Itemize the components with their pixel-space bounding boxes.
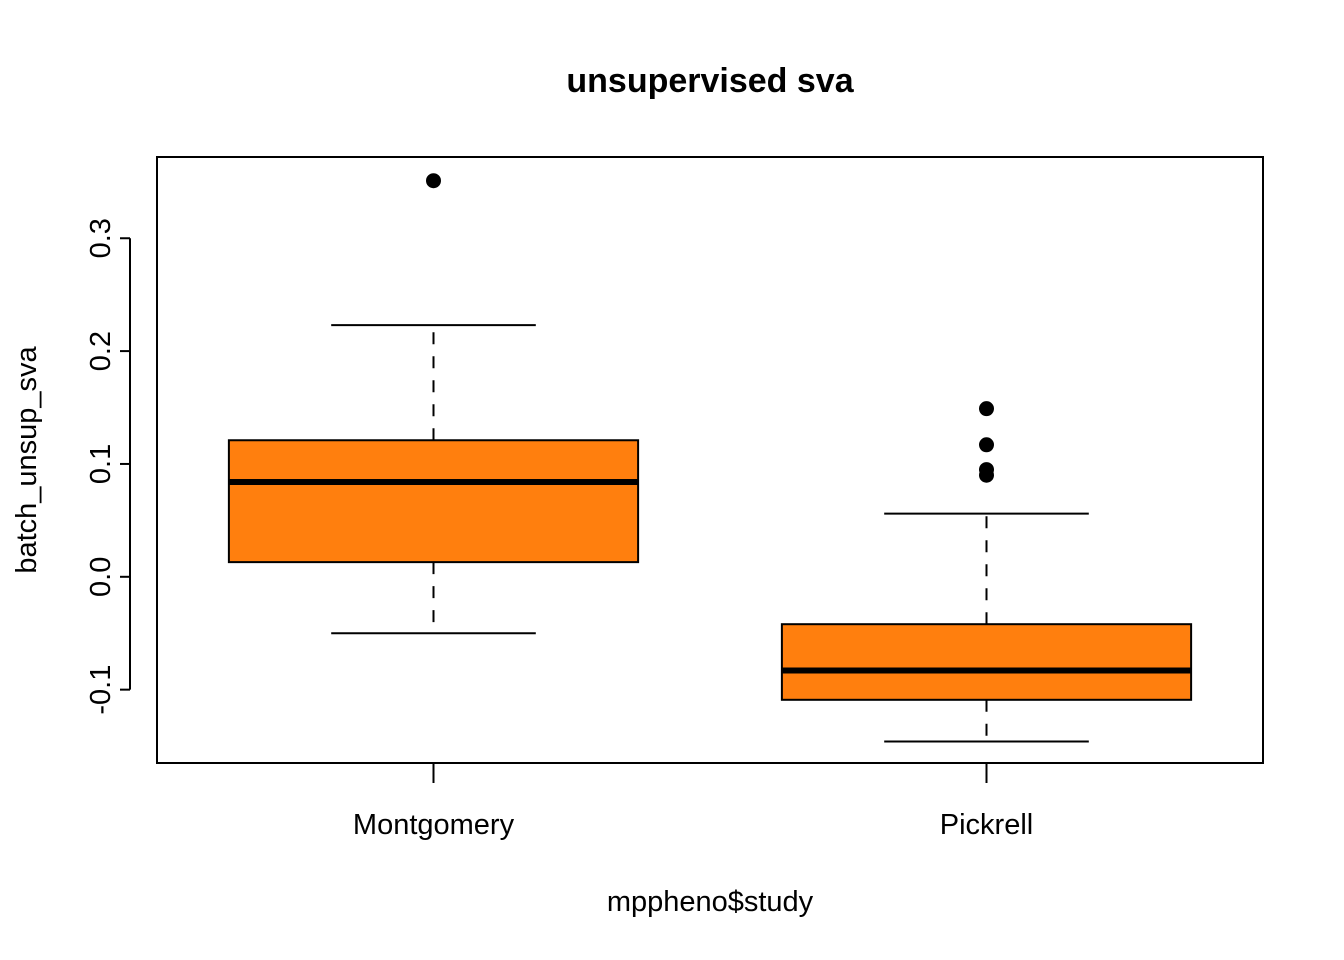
outlier-point bbox=[979, 437, 994, 453]
y-tick-label: 0.1 bbox=[85, 444, 117, 484]
x-tick-label: Montgomery bbox=[353, 809, 515, 841]
y-tick-label: 0.2 bbox=[85, 331, 117, 371]
box-pickrell bbox=[780, 401, 1193, 743]
outlier-point bbox=[426, 173, 441, 189]
x-tick-label: Pickrell bbox=[940, 809, 1033, 841]
iqr-box bbox=[227, 439, 640, 564]
y-tick-label: -0.1 bbox=[85, 665, 117, 715]
y-axis: -0.1 0.0 0.1 0.2 0.3 bbox=[85, 218, 131, 715]
outlier-point bbox=[979, 467, 994, 483]
y-axis-label: batch_unsup_sva bbox=[11, 345, 43, 573]
x-axis-label: mppheno$study bbox=[607, 886, 814, 918]
chart-title: unsupervised sva bbox=[566, 62, 854, 100]
plot-frame bbox=[156, 156, 1264, 764]
outlier-point bbox=[979, 401, 994, 417]
y-tick-label: 0.3 bbox=[85, 218, 117, 258]
boxes-layer bbox=[227, 173, 1193, 743]
box-montgomery bbox=[227, 173, 640, 635]
x-axis: Montgomery Pickrell bbox=[353, 763, 1033, 841]
y-tick-label: 0.0 bbox=[85, 557, 117, 597]
iqr-box bbox=[780, 623, 1193, 701]
